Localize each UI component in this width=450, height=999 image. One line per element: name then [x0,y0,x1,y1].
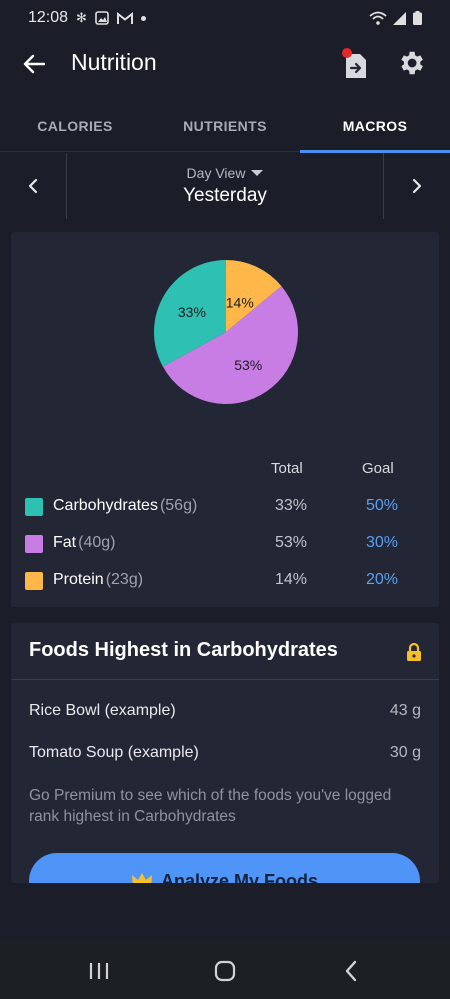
status-left: 12:08 ✻ [28,9,146,27]
tab-nutrients[interactable]: NUTRIENTS [183,118,267,134]
total-column-header: Total [271,460,303,477]
macro-name: Carbohydrates (56g) [53,497,197,515]
crown-icon [131,873,152,883]
macro-goal[interactable]: 50% [366,497,399,514]
notification-dot-icon [140,15,146,21]
pie-label-carbohydrates: 33% [178,304,206,320]
signal-icon [393,11,406,25]
macro-grams: (23g) [105,571,144,588]
chevron-right-icon [412,178,422,194]
macro-row-protein: Protein (23g) 14% 20% [11,561,439,598]
goal-column-header: Goal [362,460,394,477]
file-export-icon [346,54,366,78]
wifi-icon [369,11,387,25]
lock-icon [407,642,421,661]
food-amount: 43 g [389,702,421,719]
status-bar: 12:08 ✻ [0,0,450,36]
back-button[interactable] [18,48,50,80]
settings-button[interactable] [396,48,428,80]
macro-label: Protein [53,571,104,588]
pie-label-protein: 14% [226,295,254,311]
fat-swatch [25,535,43,553]
page-title: Nutrition [71,49,157,75]
top-foods-title: Foods Highest in Carbohydrates [29,639,338,661]
pie-slice-carbohydrates [154,260,226,367]
carbohydrates-swatch [25,498,43,516]
battery-icon [413,11,422,25]
pie-slice-protein [226,260,282,332]
analyze-button-label: Analyze My Foods [160,871,319,883]
macro-total: 14% [275,571,308,588]
divider [11,679,439,680]
list-item: Rice Bowl (example) 43 g [29,702,421,726]
macro-total: 33% [275,497,308,514]
recent-apps-button[interactable] [84,958,114,984]
status-time: 12:08 [28,9,69,26]
tab-macros[interactable]: MACROS [300,100,450,153]
analyze-my-foods-button[interactable]: Analyze My Foods [29,853,420,883]
caret-down-icon [251,170,264,176]
date-navigator: Day View Yesterday [0,153,450,219]
macro-row-carbohydrates: Carbohydrates (56g) 33% 50% [11,487,439,524]
macro-goal[interactable]: 20% [366,571,399,588]
macro-name: Protein (23g) [53,571,143,589]
next-day-button[interactable] [383,153,450,219]
home-icon [214,960,236,982]
macro-total: 53% [275,534,308,551]
macros-pie-chart: 14% 53% 33% [151,257,301,407]
previous-day-button[interactable] [0,153,67,219]
macro-grams: (40g) [78,534,116,551]
home-button[interactable] [210,958,240,984]
chevron-left-icon [28,178,38,194]
food-name: Tomato Soup (example) [29,744,199,761]
macros-table: Total Goal Carbohydrates (56g) 33% 50% Fa… [11,457,439,598]
food-amount: 30 g [389,744,421,761]
recent-apps-icon [89,963,109,979]
macro-grams: (56g) [159,497,198,514]
tab-calories[interactable]: CALORIES [37,118,113,134]
app-bar: Nutrition [0,36,450,92]
pinwheel-icon: ✻ [76,10,87,25]
food-name: Rice Bowl (example) [29,702,176,719]
top-foods-card: Foods Highest in Carbohydrates Rice Bowl… [11,623,439,883]
date-selector[interactable]: Day View Yesterday [67,153,383,219]
protein-swatch [25,572,43,590]
macro-name: Fat (40g) [53,534,115,552]
notification-badge [342,48,352,58]
gear-icon [401,51,423,75]
system-back-button[interactable] [336,958,366,984]
image-icon [95,11,109,25]
export-report-button[interactable] [340,48,372,82]
list-item: Tomato Soup (example) 30 g [29,744,421,768]
macro-label: Fat [53,534,77,551]
macro-label: Carbohydrates [53,497,158,514]
pie-chart-svg: 14% 53% 33% [154,260,298,404]
premium-upsell-text: Go Premium to see which of the foods you… [29,787,392,825]
arrow-left-icon [23,54,45,74]
date-label: Yesterday [183,185,267,206]
pie-label-fat: 53% [234,357,262,373]
gmail-icon [116,11,133,24]
pie-slice-fat [162,286,298,404]
macro-tabs: CALORIES NUTRIENTS MACROS [0,100,450,153]
system-navigation-bar [0,942,450,999]
back-chevron-icon [345,960,357,982]
day-view-label: Day View [186,165,246,181]
macros-table-header: Total Goal [11,457,439,487]
macro-row-fat: Fat (40g) 53% 30% [11,524,439,561]
status-right [369,11,422,25]
day-view-dropdown[interactable]: Day View [187,165,264,181]
macros-card: 14% 53% 33% Total Goal Carbohydrates (56g) … [11,232,439,607]
macro-goal[interactable]: 30% [366,534,399,551]
